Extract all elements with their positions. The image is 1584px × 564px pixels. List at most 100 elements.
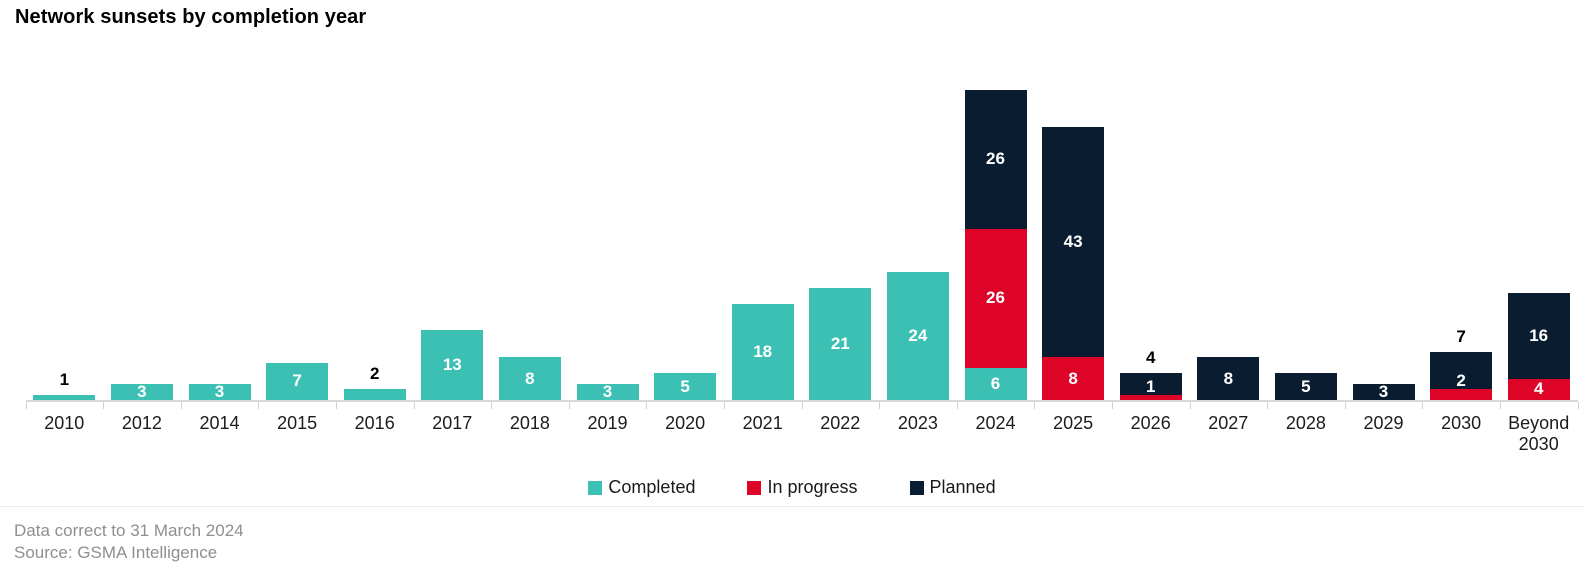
bar-value-label: 4 xyxy=(1145,348,1156,368)
x-axis-label: 2027 xyxy=(1208,413,1249,433)
bar-segment-planned xyxy=(1430,351,1493,390)
bar-segment-in-progress xyxy=(1119,394,1182,400)
bar-value-label: 5 xyxy=(1301,376,1311,396)
bar-value-label: 21 xyxy=(830,333,850,353)
bar-value-label: 2 xyxy=(1456,371,1466,391)
legend-item-planned: Planned xyxy=(909,477,996,498)
bar-value-label: 6 xyxy=(990,373,1001,393)
x-axis-label: 2014 xyxy=(199,413,240,433)
x-axis-label: 2022 xyxy=(820,413,861,433)
bar-value-label: 8 xyxy=(1068,368,1078,388)
bar-segment-planned xyxy=(1042,127,1105,358)
x-axis-label: 2010 xyxy=(44,413,85,433)
bar-segment-in-progress xyxy=(1042,357,1105,400)
legend-item-completed: Completed xyxy=(588,477,695,498)
bar-value-label: 1 xyxy=(59,369,70,389)
x-axis-tick xyxy=(879,402,881,409)
bar-segment-planned xyxy=(964,89,1027,229)
bar-segment-completed xyxy=(110,383,173,400)
x-axis-tick xyxy=(568,402,570,409)
footer: Data correct to 31 March 2024 Source: GS… xyxy=(14,520,244,564)
x-axis-line xyxy=(25,400,1578,402)
x-axis-tick xyxy=(25,402,27,409)
x-axis-tick xyxy=(1111,402,1113,409)
planned-swatch-icon xyxy=(909,480,924,495)
bar-value-label: 3 xyxy=(214,381,225,401)
x-axis-tick xyxy=(491,402,493,409)
x-axis-label: 2025 xyxy=(1053,413,1094,433)
x-axis-label: 2012 xyxy=(121,413,162,433)
bar-segment-completed xyxy=(421,330,484,400)
bar-segment-planned xyxy=(1352,383,1415,400)
legend-label-in-progress: In progress xyxy=(767,477,858,497)
bar-value-label: 8 xyxy=(1223,368,1234,388)
bar-segment-planned xyxy=(1274,373,1337,400)
bar-segment-planned xyxy=(1119,373,1182,395)
x-axis-tick xyxy=(646,402,648,409)
bar-value-label: 2 xyxy=(369,364,380,384)
bar-segment-completed xyxy=(654,373,717,400)
x-axis-tick xyxy=(1577,402,1579,409)
bar-segment-planned xyxy=(1507,293,1570,379)
x-axis-label: 2023 xyxy=(897,413,938,433)
footer-divider xyxy=(0,506,1584,507)
bar-value-label: 8 xyxy=(525,368,535,388)
bar-value-label: 5 xyxy=(680,376,690,396)
bar-segment-completed xyxy=(731,303,794,400)
bar-value-label: 3 xyxy=(602,381,613,401)
x-axis-tick xyxy=(956,402,958,409)
x-axis-tick xyxy=(1034,402,1036,409)
bar-value-label: 7 xyxy=(292,371,302,391)
bar-value-label: 26 xyxy=(986,288,1005,308)
bar-value-label: 43 xyxy=(1063,232,1083,252)
x-axis-label: 2024 xyxy=(975,413,1016,433)
x-axis-label: 2019 xyxy=(587,413,628,433)
bar-segment-completed xyxy=(576,383,639,400)
bar-value-label: 4 xyxy=(1533,379,1544,399)
x-axis-tick xyxy=(180,402,182,409)
bar-segment-completed xyxy=(886,271,949,400)
x-axis-label: 2018 xyxy=(509,413,550,433)
bar-segment-completed xyxy=(33,394,96,400)
x-axis-tick xyxy=(103,402,105,409)
bar-segment-in-progress xyxy=(964,228,1027,368)
bar-segment-completed xyxy=(809,287,872,400)
x-axis-tick xyxy=(413,402,415,409)
x-axis-tick xyxy=(258,402,260,409)
x-axis-tick xyxy=(1344,402,1346,409)
x-axis-label: 2020 xyxy=(665,413,706,433)
bar-segment-planned xyxy=(1197,357,1260,400)
x-axis-label: 2026 xyxy=(1130,413,1171,433)
x-axis-label: 2017 xyxy=(432,413,473,433)
bar-value-label: 3 xyxy=(137,381,147,401)
bar-value-label: 26 xyxy=(986,149,1005,169)
bar-segment-in-progress xyxy=(1507,378,1570,400)
x-axis-label: 2021 xyxy=(742,413,783,433)
x-axis-tick xyxy=(1267,402,1269,409)
in-progress-swatch-icon xyxy=(747,480,762,495)
bar-value-label: 16 xyxy=(1529,325,1549,345)
legend-label-completed: Completed xyxy=(608,477,696,497)
x-axis-label: 2030 xyxy=(1441,413,1482,433)
footer-source: Source: GSMA Intelligence xyxy=(14,543,218,562)
bar-value-label: 7 xyxy=(1456,326,1466,346)
x-axis-label: 2029 xyxy=(1363,413,1404,433)
x-axis-tick xyxy=(335,402,337,409)
x-axis-label: Beyond 2030 xyxy=(1508,413,1570,454)
bar-value-label: 24 xyxy=(908,325,928,345)
bar-segment-completed xyxy=(188,383,251,400)
footer-data-note: Data correct to 31 March 2024 xyxy=(14,521,244,540)
x-axis-tick xyxy=(1189,402,1191,409)
bar-segment-completed xyxy=(964,367,1027,400)
x-axis-tick xyxy=(723,402,725,409)
x-axis-tick xyxy=(801,402,803,409)
x-axis-label: 2015 xyxy=(277,413,318,433)
bar-value-label: 18 xyxy=(753,341,773,361)
completed-swatch-icon xyxy=(588,480,603,495)
x-axis-label: 2028 xyxy=(1285,413,1326,433)
chart-title: Network sunsets by completion year xyxy=(15,6,367,28)
legend-label-planned: Planned xyxy=(929,477,996,497)
chart-legend: Completed In progress Planned xyxy=(0,477,1584,498)
